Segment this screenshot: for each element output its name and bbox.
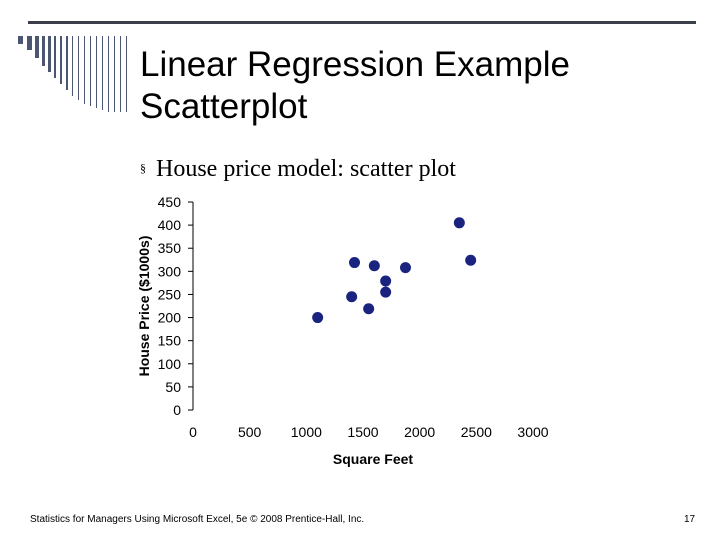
deco-bar [114,36,115,112]
y-tick-label: 300 [158,263,182,279]
x-tick-label: 2000 [404,424,435,440]
x-tick-label: 2500 [461,424,492,440]
decorative-bars [18,36,130,112]
deco-bar [102,36,103,110]
deco-bar [66,36,68,90]
deco-bar [35,36,39,58]
y-tick-label: 50 [165,379,181,395]
deco-bar [60,36,62,84]
deco-bar [48,36,51,72]
data-point [465,254,477,266]
title-line-1: Linear Regression Example [140,45,570,84]
data-point [380,286,392,298]
bullet-item: § House price model: scatter plot [140,156,456,183]
x-tick-label: 3000 [517,424,548,440]
y-tick-label: 0 [173,402,181,418]
top-rule [28,21,696,24]
deco-bar [54,36,56,78]
data-point [380,275,392,287]
page-number: 17 [684,514,696,525]
y-tick-label: 250 [158,286,182,302]
data-point [400,262,411,274]
deco-bar [72,36,73,96]
deco-bar [78,36,79,100]
y-axis-label: House Price ($1000s) [136,236,152,377]
x-tick-label: 1500 [347,424,378,440]
deco-bar [120,36,121,112]
deco-bar [18,36,23,44]
y-tick-label: 100 [158,356,182,372]
y-tick-label: 350 [158,240,182,256]
x-tick-label: 500 [238,424,262,440]
slide-title: Linear Regression Example Scatterplot [140,44,570,128]
x-tick-label: 0 [189,424,197,440]
deco-bar [27,36,32,50]
title-line-2: Scatterplot [140,87,308,126]
deco-bar [96,36,97,108]
data-point [363,303,375,315]
x-tick-label: 1000 [291,424,322,440]
deco-bar [126,36,127,112]
deco-bar [108,36,109,112]
data-point [346,291,358,303]
y-tick-label: 150 [158,333,182,349]
bullet-icon: § [140,160,146,175]
y-tick-label: 450 [158,194,182,210]
data-point [453,217,465,229]
footer-text: Statistics for Managers Using Microsoft … [30,514,365,525]
x-axis-label: Square Feet [333,451,413,467]
y-tick-label: 200 [158,310,182,326]
data-point [349,257,360,269]
deco-bar [42,36,45,66]
bullet-text: House price model: scatter plot [156,156,456,182]
data-point [312,312,324,324]
deco-bar [90,36,91,106]
data-point [368,260,380,272]
deco-bar [84,36,85,104]
y-tick-label: 400 [158,217,182,233]
